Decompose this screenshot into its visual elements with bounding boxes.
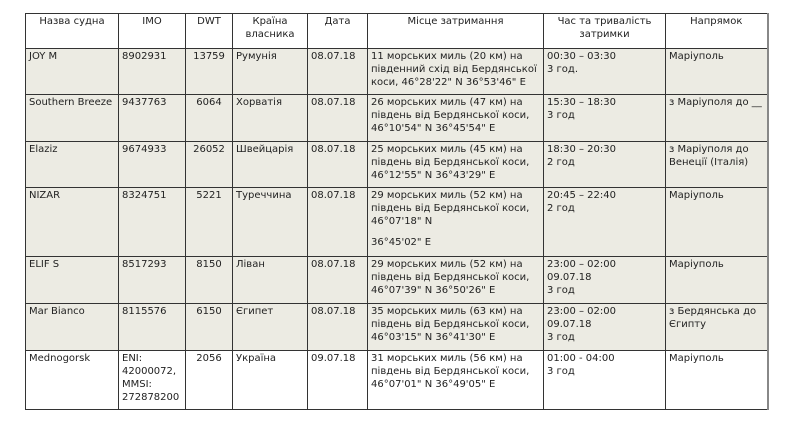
time-cell: 01:00 - 04:00 3 год [543,350,666,410]
date: 08.07.18 [307,141,368,188]
duration: 2 год [547,203,575,214]
time-range: 15:30 – 18:30 [547,97,616,108]
table-row: Southern Breeze 9437763 6064 Хорватія 08… [25,94,769,142]
place: 29 морських миль (52 км) на південь від … [371,259,530,296]
time-cell: 00:30 – 03:30 3 год. [543,48,666,95]
time-cell: 23:00 – 02:00 09.07.18 3 год [543,256,666,304]
imo: 8115576 [118,303,186,351]
header-time: Час та тривалість затримки [543,13,666,49]
place: 11 морських миль (20 км) на південний сх… [371,51,537,88]
imo: 9437763 [118,94,186,142]
table-row: JOY M 8902931 13759 Румунія 08.07.18 11 … [25,48,769,95]
dwt: 5221 [185,187,233,257]
place-cell: 35 морських миль (63 км) на південь від … [367,303,544,351]
time-range: 23:00 – 02:00 09.07.18 [547,259,616,283]
header-ship-name: Назва судна [25,13,119,49]
duration: 3 год [547,285,575,296]
duration: 3 год [547,332,575,343]
dwt: 8150 [185,256,233,304]
direction: Маріуполь [665,48,769,95]
ship-name: Mednogorsk [25,350,119,410]
header-date: Дата [307,13,368,49]
place-continued: 36°45'02" E [371,237,432,248]
dwt: 13759 [185,48,233,95]
time-range: 01:00 - 04:00 [547,353,615,364]
country: Єгипет [232,303,308,351]
country: Швейцарія [232,141,308,188]
header-country: Країна власника [232,13,308,49]
country: Ліван [232,256,308,304]
time-cell: 23:00 – 02:00 09.07.18 3 год [543,303,666,351]
ship-name: NIZAR [25,187,119,257]
time-range: 20:45 – 22:40 [547,190,616,201]
place-cell: 11 морських миль (20 км) на південний сх… [367,48,544,95]
direction: з Маріуполя до __ [665,94,769,142]
ship-name: Elaziz [25,141,119,188]
ship-name: JOY M [25,48,119,95]
direction: Маріуполь [665,187,769,257]
place: 35 морських миль (63 км) на південь від … [371,306,530,343]
place-cell: 29 морських миль (52 км) на південь від … [367,187,544,257]
place-cell: 29 морських миль (52 км) на південь від … [367,256,544,304]
table-row: ELIF S 8517293 8150 Ліван 08.07.18 29 мо… [25,256,769,304]
place-cell: 31 морських миль (56 км) на південь від … [367,350,544,410]
direction: Маріуполь [665,256,769,304]
dwt: 6064 [185,94,233,142]
direction: з Маріуполя до Венеції (Італія) [665,141,769,188]
header-direction: Напрямок [665,13,769,49]
country: Румунія [232,48,308,95]
place: 26 морських миль (47 км) на південь від … [371,97,530,134]
dwt: 2056 [185,350,233,410]
direction: з Бердянська до Єгипту [665,303,769,351]
header-place: Місце затримання [367,13,544,49]
imo: 8517293 [118,256,186,304]
duration: 3 год [547,366,575,377]
ship-name: ELIF S [25,256,119,304]
imo: 8902931 [118,48,186,95]
place-cell: 26 морських миль (47 км) на південь від … [367,94,544,142]
dwt: 6150 [185,303,233,351]
country: Туреччина [232,187,308,257]
ship-detention-table: Назва судна IMO DWT Країна власника Дата… [25,13,769,410]
time-range: 23:00 – 02:00 09.07.18 [547,306,616,330]
place: 25 морських миль (45 км) на південь від … [371,144,530,181]
place-cell: 25 морських миль (45 км) на південь від … [367,141,544,188]
table-row: Elaziz 9674933 26052 Швейцарія 08.07.18 … [25,141,769,188]
imo: 8324751 [118,187,186,257]
date: 08.07.18 [307,187,368,257]
imo: 9674933 [118,141,186,188]
time-cell: 18:30 – 20:30 2 год [543,141,666,188]
ship-name: Mar Bianco [25,303,119,351]
country: Україна [232,350,308,410]
direction: Маріуполь [665,350,769,410]
time-cell: 15:30 – 18:30 3 год [543,94,666,142]
date: 08.07.18 [307,303,368,351]
table-row: Mar Bianco 8115576 6150 Єгипет 08.07.18 … [25,303,769,351]
header-dwt: DWT [185,13,233,49]
place: 29 морських миль (52 км) на південь від … [371,190,530,227]
imo: ENI: 42000072, MMSI: 272878200 [118,350,186,410]
date: 08.07.18 [307,48,368,95]
date: 08.07.18 [307,256,368,304]
time-range: 00:30 – 03:30 [547,51,616,62]
date: 08.07.18 [307,94,368,142]
date: 09.07.18 [307,350,368,410]
ship-name: Southern Breeze [25,94,119,142]
time-range: 18:30 – 20:30 [547,144,616,155]
duration: 3 год. [547,64,579,75]
duration: 3 год [547,110,575,121]
header-imo: IMO [118,13,186,49]
table-row: Mednogorsk ENI: 42000072, MMSI: 27287820… [25,350,769,410]
country: Хорватія [232,94,308,142]
table-row: NIZAR 8324751 5221 Туреччина 08.07.18 29… [25,187,769,257]
place: 31 морських миль (56 км) на південь від … [371,353,530,390]
dwt: 26052 [185,141,233,188]
duration: 2 год [547,157,575,168]
header-row: Назва судна IMO DWT Країна власника Дата… [25,13,769,49]
time-cell: 20:45 – 22:40 2 год [543,187,666,257]
